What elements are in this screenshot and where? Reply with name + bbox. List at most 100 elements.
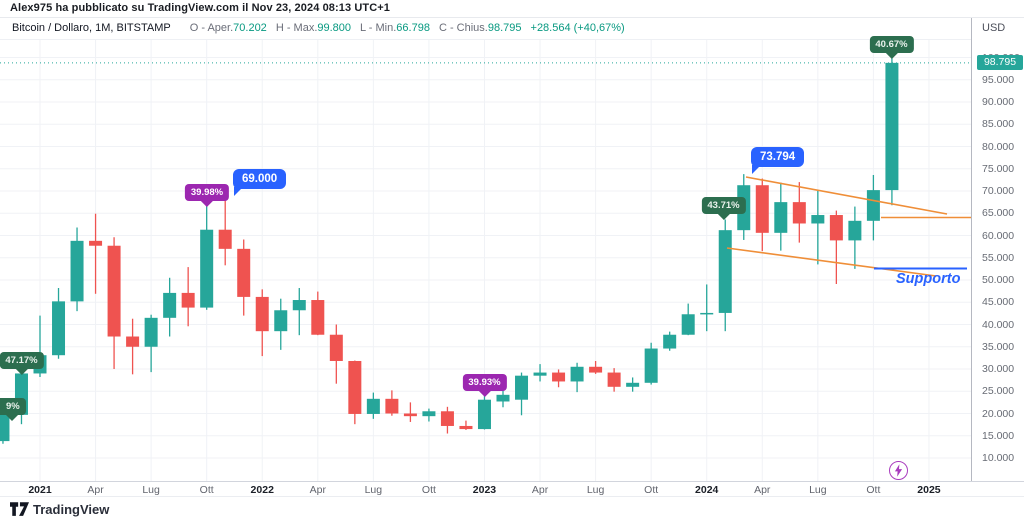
price-tick: 75.000 [982, 162, 1015, 175]
time-tick: Lug [364, 484, 383, 496]
candle-body [774, 202, 788, 233]
price-tick: 95.000 [982, 73, 1015, 86]
candle-body [385, 398, 399, 414]
callout-pointer [15, 369, 28, 375]
candle-body [755, 185, 769, 233]
time-tick: Apr [309, 484, 326, 496]
time-tick: Lug [809, 484, 827, 496]
price-tick: 20.000 [982, 407, 1015, 420]
candle-body [718, 230, 732, 313]
candle-body [607, 372, 621, 387]
candle-body [237, 248, 251, 297]
idea-lightning-marker[interactable] [888, 460, 908, 480]
candle-body [570, 366, 584, 382]
trendline[interactable] [745, 176, 948, 215]
candle-body [52, 301, 66, 356]
candle-body [274, 310, 288, 332]
ohlc-value: 99.800 [317, 22, 352, 34]
candle-body [477, 399, 491, 430]
ohlc-value: 66.798 [396, 22, 430, 34]
time-tick: 2025 [917, 484, 941, 496]
trendline[interactable] [726, 247, 937, 277]
candle-body [589, 366, 603, 373]
price-tick: 10.000 [982, 452, 1015, 464]
candle-body [533, 372, 547, 376]
candle-body [626, 382, 640, 387]
tradingview-logo-icon[interactable] [10, 502, 29, 522]
time-tick: 2023 [472, 484, 497, 496]
price-tick: 90.000 [982, 96, 1015, 108]
support-label[interactable]: Supporto [896, 271, 961, 287]
price-tick: 65.000 [982, 207, 1015, 220]
price-tick: 55.000 [982, 251, 1015, 264]
time-tick: Ott [421, 484, 436, 496]
tradingview-brand[interactable]: TradingView [33, 502, 110, 517]
candle-body [292, 300, 306, 311]
time-tick: Lug [586, 484, 605, 496]
callout-label-4371[interactable]: 43.71% [701, 197, 746, 220]
price-tick: 60.000 [982, 229, 1015, 242]
candle-body [440, 411, 454, 426]
candle-body [366, 398, 380, 414]
candle-body [663, 334, 677, 349]
attribution-text: Alex975 ha pubblicato su TradingView.com… [10, 2, 391, 14]
price-tick: 40.000 [982, 318, 1015, 331]
time-tick: Ott [644, 484, 659, 496]
candle-body [126, 336, 140, 347]
time-axis[interactable]: 2021 Apr Lug Ott 2022 Apr Lug Ott 2023 Apr Lug Ott 2… [0, 481, 1024, 497]
callout-label-3993[interactable]: 39.93% [462, 374, 507, 397]
callout-label-4717[interactable]: 47.17% [0, 352, 44, 375]
candle-body [885, 62, 899, 191]
time-tick: Apr [754, 484, 771, 496]
callout-pointer [717, 214, 730, 220]
callout-label-4067[interactable]: 40.67% [869, 36, 914, 59]
candle-body [644, 348, 658, 383]
price-tick: 80.000 [982, 140, 1015, 153]
time-tick: 2022 [250, 484, 274, 496]
change-value: +28.564 (+40,67%) [530, 22, 625, 34]
callout-pointer [200, 201, 213, 207]
callout-pointer [234, 187, 243, 196]
price-tick: 15.000 [982, 429, 1015, 442]
candle-body [255, 296, 269, 332]
callout-label-73794[interactable]: 73.794 [751, 147, 805, 174]
symbol-legend[interactable]: Bitcoin / Dollaro, 1M, BITSTAMP O - Aper.… [0, 18, 1024, 40]
lightning-icon [894, 463, 902, 477]
candle-body [329, 334, 343, 361]
price-axis-currency: USD [982, 22, 1006, 34]
candle-body [348, 360, 362, 414]
candle-body [70, 240, 84, 302]
candle-body [218, 229, 232, 249]
callout-label-9[interactable]: 9% [0, 398, 26, 421]
candle-body [89, 240, 103, 246]
price-tick: 35.000 [982, 340, 1015, 353]
time-tick: 2024 [695, 484, 719, 496]
ohlc-values: O - Aper.70.202 H - Max.99.800 L - Min.66.… [181, 22, 522, 34]
time-tick: Lug [142, 484, 160, 496]
time-tick: Apr [531, 484, 549, 496]
candle-body [866, 190, 880, 221]
last-price-badge: 98.795 [977, 55, 1023, 71]
candle-body [459, 425, 473, 430]
candle-body [829, 215, 843, 241]
price-tick: 70.000 [982, 185, 1015, 197]
candle-body [681, 314, 695, 335]
price-axis[interactable]: USD 100.00095.00090.00085.00080.00075.00… [971, 18, 1024, 497]
ohlc-label: H - Max. [275, 22, 318, 34]
ohlc-value: 70.202 [233, 22, 267, 34]
ohlc-label: L - Min. [360, 22, 397, 34]
candle-body [792, 202, 806, 224]
callout-label-3998[interactable]: 39.98% [184, 184, 230, 207]
footer-bar: TradingView [0, 497, 1024, 522]
price-tick: 30.000 [982, 363, 1015, 375]
candle-body [515, 375, 529, 400]
callout-label-69000[interactable]: 69.000 [233, 169, 287, 196]
callout-pointer [478, 391, 491, 397]
candle-body [422, 411, 436, 417]
candle-body [163, 292, 177, 318]
time-tick: Ott [199, 484, 214, 496]
time-tick: 2021 [28, 484, 52, 496]
candle-body [811, 215, 825, 224]
